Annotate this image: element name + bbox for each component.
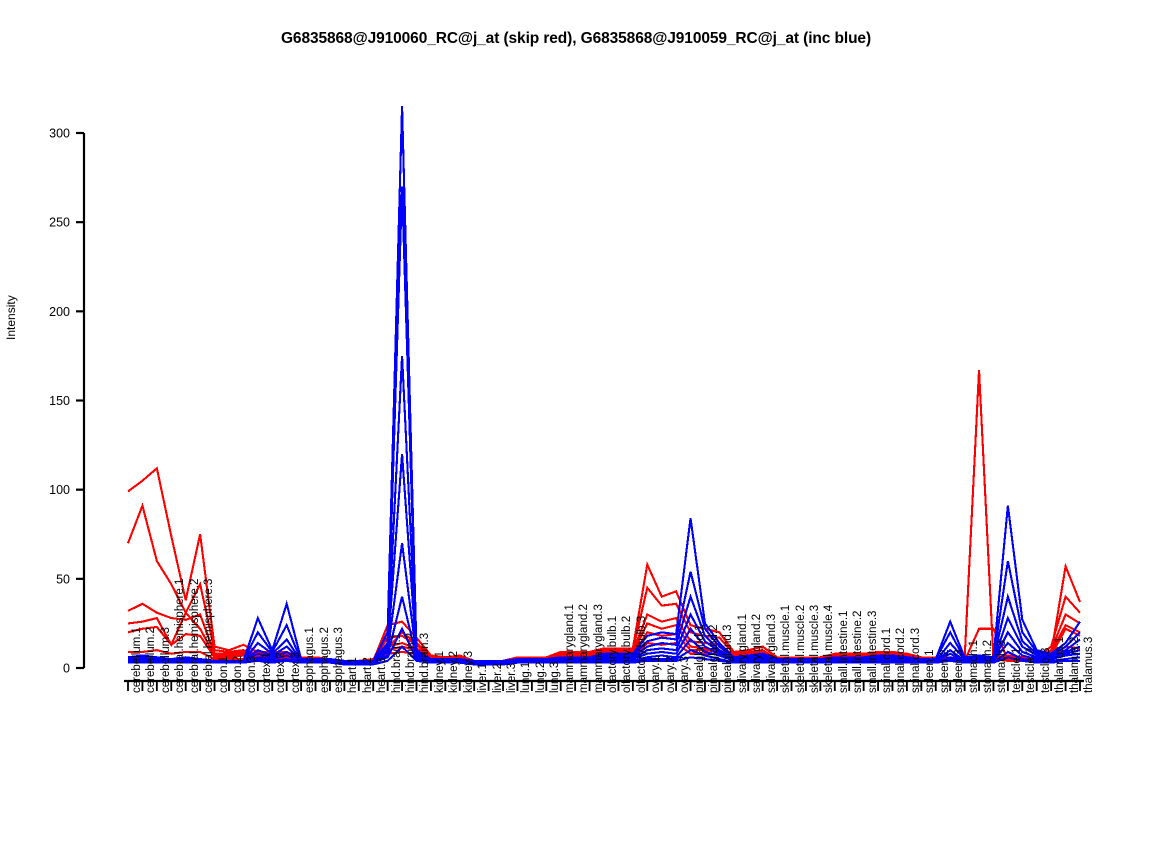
x-tick-label: liver.2 — [491, 662, 504, 693]
x-tick-label: salivary.gland.3 — [765, 613, 778, 693]
data-series-group — [127, 106, 1081, 666]
x-tick-label: pinealgland.3 — [722, 624, 735, 693]
x-tick-label: mammarygland.1 — [563, 604, 576, 693]
x-tick-label: skeletal.muscle.3 — [808, 604, 821, 693]
x-tick-label: heart.3 — [376, 657, 389, 693]
x-tick-label: ovary.3 — [679, 656, 692, 693]
y-tick-label: 150 — [49, 394, 70, 408]
x-tick-label: testicle.1 — [1010, 647, 1023, 693]
x-tick-label: cerebral.hemisphere.1 — [174, 578, 187, 693]
x-tick-label: heart.2 — [361, 657, 374, 693]
x-tick-label: cerebellum.3 — [159, 627, 172, 693]
series-line — [127, 106, 1081, 662]
x-tick-label: ovary.1 — [650, 656, 663, 693]
x-tick-label: salivary.gland.2 — [751, 613, 764, 693]
series-line — [128, 645, 1080, 666]
y-tick-label: 100 — [49, 483, 70, 497]
x-tick-label: lung.1 — [520, 661, 533, 693]
x-tick-label: pinealgland.2 — [707, 624, 720, 693]
x-tick-label: testicle.2 — [1025, 647, 1038, 693]
x-tick-label: esophagus.3 — [332, 627, 345, 693]
x-tick-label: pinealgland.1 — [693, 624, 706, 693]
x-tick-label: salivary.gland.1 — [736, 613, 749, 693]
x-tick-label: small.intestine.2 — [852, 610, 865, 693]
x-tick-label: spinal.cord.1 — [881, 627, 894, 693]
x-tick-label: stomach.3 — [996, 639, 1009, 693]
page-title: G6835868@J910060_RC@j_at (skip red), G68… — [280, 30, 872, 47]
x-axis — [124, 679, 1084, 691]
x-tick-label: ovary.2 — [664, 656, 677, 693]
x-tick-label: cerebellum.1 — [131, 627, 143, 693]
x-tick-label: spinal.cord.2 — [895, 627, 908, 693]
x-tick-label: cerebral.hemisphere.3 — [203, 578, 216, 693]
x-tick-label: skeletal.muscle.4 — [823, 604, 836, 693]
x-tick-labels: cerebellum.1 cerebellum.2 cerebellum.3 cere… — [0, 579, 1152, 863]
x-tick-label: colon.1 — [217, 655, 230, 693]
x-tick-label: olfactory.bulb.3 — [635, 615, 648, 693]
x-tick-label: cortex.2 — [275, 652, 288, 693]
x-tick-label: stomach.1 — [967, 639, 980, 693]
x-tick-label: kidney.1 — [433, 651, 446, 693]
x-tick-label: cerebral.hemisphere.2 — [188, 578, 201, 693]
x-tick-label: olfactory.bulb.2 — [621, 615, 634, 693]
y-tick-label: 200 — [49, 305, 70, 319]
x-tick-label: kidney.3 — [462, 651, 475, 693]
x-tick-label: cerebellum.2 — [145, 627, 158, 693]
x-tick-label: spinal.cord.3 — [909, 627, 922, 693]
x-tick-label: spleen.1 — [924, 649, 937, 693]
x-tick-label: liver.1 — [477, 662, 490, 693]
x-tick-label: esophagus.2 — [318, 627, 331, 693]
x-tick-label: colon.2 — [231, 655, 244, 693]
x-tick-label: stomach.2 — [982, 639, 995, 693]
x-tick-label: hind.brain.1 — [390, 632, 403, 693]
x-tick-label: testicle.3 — [1039, 647, 1052, 693]
x-tick-label: kidney.2 — [448, 651, 461, 693]
x-tick-label: skeletal.muscle.1 — [780, 604, 793, 693]
x-tick-label: liver.3 — [506, 662, 519, 693]
series-line — [128, 543, 1081, 664]
y-tick-label: 0 — [63, 662, 70, 676]
x-tick-label: colon.3 — [246, 655, 259, 693]
x-tick-label: hind.brain.3 — [419, 632, 432, 693]
series-line — [128, 186, 1081, 664]
x-tick-label: small.intestine.1 — [837, 610, 850, 693]
x-tick-label: esophagus.1 — [304, 627, 317, 693]
x-tick-label: lung.3 — [549, 661, 562, 693]
y-tick-label: 250 — [49, 216, 70, 230]
x-tick-label: spleen.2 — [938, 649, 951, 693]
x-tick-label: thalamus.2 — [1068, 636, 1081, 693]
y-axis: 0 50 100 150 200 250 300 — [49, 127, 86, 676]
x-tick-label: thalamus.3 — [1083, 636, 1095, 693]
x-tick-label: small.intestine.3 — [866, 610, 879, 693]
x-tick-label: thalamus.1 — [1054, 636, 1067, 693]
x-tick-label: hind.brain.2 — [405, 632, 418, 693]
x-tick-label: spleen.3 — [953, 649, 966, 693]
x-tick-label: cortex.1 — [260, 652, 273, 693]
x-tick-label: olfactory.bulb.1 — [607, 615, 619, 693]
y-tick-label: 50 — [56, 572, 70, 586]
x-tick-label: heart.1 — [347, 657, 360, 693]
x-tick-label: mammarygland.2 — [578, 604, 591, 693]
x-tick-label: cortex.3 — [289, 652, 302, 693]
x-tick-label: lung.2 — [534, 661, 547, 693]
y-tick-label: 300 — [49, 127, 70, 141]
x-tick-label: mammarygland.3 — [592, 604, 605, 693]
x-tick-label: skeletal.muscle.2 — [794, 604, 807, 693]
